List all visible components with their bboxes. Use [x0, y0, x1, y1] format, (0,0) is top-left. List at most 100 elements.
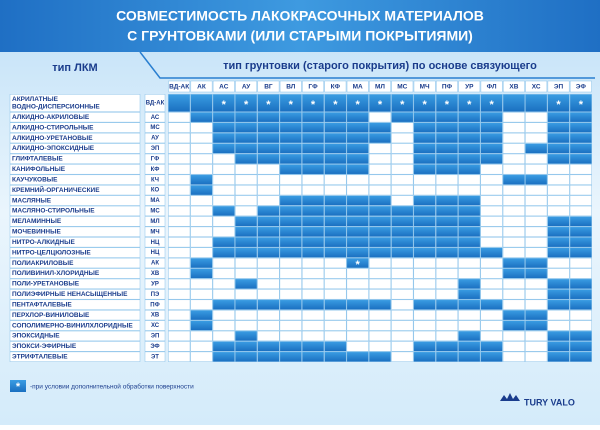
compatibility-cell [368, 216, 392, 227]
cell-note: * [489, 99, 494, 111]
compatibility-cell [279, 184, 302, 196]
column-label-box [525, 80, 548, 93]
compatibility-cell [525, 195, 548, 206]
compatibility-cell [301, 174, 325, 185]
column-label-box [391, 80, 414, 93]
compatibility-cell [168, 122, 191, 133]
compatibility-cell [301, 122, 325, 133]
compatibility-cell [458, 341, 481, 352]
compatibility-cell [234, 205, 258, 217]
compatibility-cell [168, 278, 191, 290]
compatibility-cell [190, 205, 213, 217]
compatibility-cell [257, 278, 280, 290]
compatibility-cell [168, 299, 191, 310]
compatibility-cell [190, 278, 213, 290]
row-label-box [9, 164, 141, 175]
row-code-box [144, 257, 166, 269]
compatibility-cell [435, 237, 459, 248]
compatibility-cell [502, 205, 526, 217]
compatibility-cell [547, 268, 570, 279]
compatibility-cell [435, 94, 459, 112]
column-label: АУ [242, 84, 251, 91]
compatibility-cell [458, 143, 481, 154]
column-label: ГФ [308, 84, 318, 91]
row-code-box [144, 289, 166, 300]
compatibility-cell [458, 268, 481, 279]
compatibility-cell [525, 309, 548, 321]
compatibility-cell [257, 289, 280, 300]
compatibility-cell [502, 216, 526, 227]
logo-crown [500, 393, 520, 401]
compatibility-cell [324, 122, 347, 133]
compatibility-cell [391, 143, 414, 154]
compatibility-cell [346, 184, 369, 196]
compatibility-cell [480, 330, 503, 342]
column-label-box [324, 80, 347, 93]
compatibility-cell [257, 143, 280, 154]
row-label-box [9, 309, 141, 321]
compatibility-cell [391, 153, 414, 165]
compatibility-cell [502, 330, 526, 342]
row-label-box [9, 216, 141, 227]
compatibility-cell [391, 122, 414, 133]
compatibility-cell [435, 164, 459, 175]
compatibility-cell [279, 299, 302, 310]
compatibility-cell [346, 205, 369, 217]
compatibility-cell [547, 94, 570, 112]
compatibility-cell [279, 122, 302, 133]
compatibility-cell [458, 278, 481, 290]
compatibility-cell [234, 143, 258, 154]
compatibility-cell [502, 226, 526, 237]
column-label: УР [465, 84, 474, 91]
compatibility-cell [458, 216, 481, 227]
compatibility-cell [502, 143, 526, 154]
row-label-box [9, 184, 141, 196]
compatibility-cell [569, 278, 592, 290]
compatibility-cell [458, 122, 481, 133]
compatibility-cell [391, 237, 414, 248]
compatibility-cell [547, 122, 570, 133]
compatibility-cell [212, 226, 235, 237]
compatibility-cell [301, 330, 325, 342]
row-label: ПОЛИ-УРЕТАНОВЫЕ [12, 281, 80, 288]
compatibility-cell [346, 174, 369, 185]
compatibility-cell [547, 341, 570, 352]
compatibility-cell [279, 164, 302, 175]
compatibility-cell [301, 112, 325, 123]
compatibility-cell [547, 330, 570, 342]
compatibility-cell [368, 143, 392, 154]
compatibility-cell [212, 195, 235, 206]
compatibility-cell [435, 216, 459, 227]
compatibility-cell [391, 330, 414, 342]
compatibility-cell [547, 309, 570, 321]
row-label: ПОЛИАКРИЛОВЫЕ [12, 260, 74, 267]
compatibility-cell [547, 174, 570, 185]
row-code: ЭТ [151, 354, 159, 360]
compatibility-cell [368, 278, 392, 290]
compatibility-cell [346, 94, 369, 112]
compatibility-cell [346, 216, 369, 227]
compatibility-cell [480, 226, 503, 237]
row-code: МЛ [150, 219, 159, 225]
row-label: ЭПОКСИ-ЭФИРНЫЕ [12, 343, 77, 350]
compatibility-cell [168, 330, 191, 342]
compatibility-cell [279, 237, 302, 248]
compatibility-cell [190, 268, 213, 279]
compatibility-cell [212, 330, 235, 342]
compatibility-cell [257, 341, 280, 352]
compatibility-cell [301, 153, 325, 165]
compatibility-cell [301, 164, 325, 175]
compatibility-cell [368, 174, 392, 185]
compatibility-cell [257, 174, 280, 185]
compatibility-cell [346, 257, 369, 269]
compatibility-cell [413, 268, 436, 279]
compatibility-cell [257, 247, 280, 258]
compatibility-cell [480, 216, 503, 227]
compatibility-cell [346, 132, 369, 144]
legend-text: -при условии дополнительной обработки по… [30, 383, 194, 391]
row-label-box [9, 247, 141, 258]
compatibility-cell [368, 320, 392, 331]
compatibility-cell [301, 247, 325, 258]
compatibility-cell [346, 143, 369, 154]
column-label-box [413, 80, 436, 93]
